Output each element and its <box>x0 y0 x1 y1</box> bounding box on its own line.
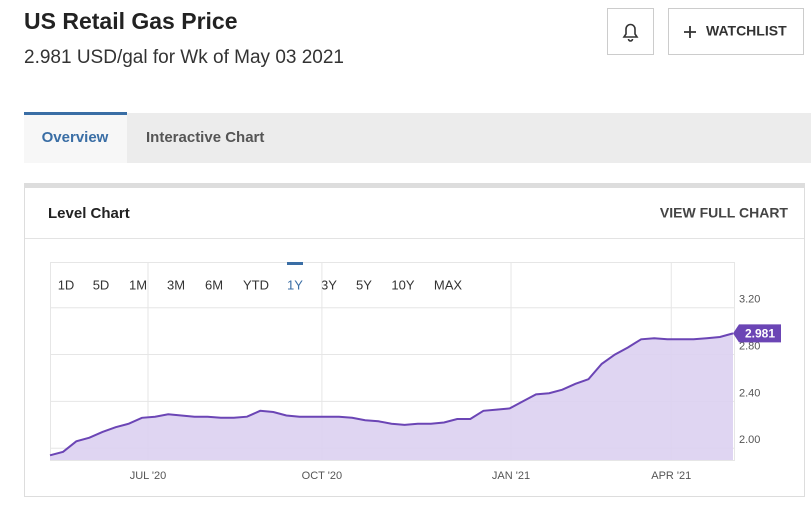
y-tick-label: 2.40 <box>739 387 760 399</box>
range-button[interactable]: 1D <box>58 277 75 292</box>
card-title: Level Chart <box>48 205 130 222</box>
plus-icon <box>684 26 696 38</box>
plot: 2.00 2.40 2.80 3.20 JUL '20 OCT '20 JAN '21 APR… <box>49 262 781 482</box>
tab-label[interactable]: Interactive Chart <box>146 129 264 146</box>
range-button[interactable]: 3Y <box>321 277 337 292</box>
view-full-chart-link[interactable]: VIEW FULL CHART <box>660 205 789 221</box>
range-button[interactable]: 3M <box>167 277 185 292</box>
y-tick-label: 3.20 <box>739 294 760 306</box>
alert-button[interactable] <box>607 8 654 55</box>
range-active-indicator <box>287 262 303 265</box>
range-button[interactable]: 5D <box>93 277 110 292</box>
x-tick-label: JUL '20 <box>130 470 167 482</box>
range-button[interactable]: MAX <box>434 277 463 292</box>
page-subtitle: 2.981 USD/gal for Wk of May 03 2021 <box>24 47 344 68</box>
card-top-border <box>24 183 805 188</box>
x-tick-label: JAN '21 <box>492 470 530 482</box>
range-button[interactable]: YTD <box>243 277 269 292</box>
plot-frame <box>50 262 735 461</box>
tab-bar <box>24 113 811 163</box>
bell-icon <box>622 23 639 42</box>
last-value-flag <box>733 324 781 343</box>
tab-indicator <box>24 112 127 115</box>
y-tick-label: 2.00 <box>739 434 760 446</box>
range-button[interactable]: 1Y <box>287 277 303 292</box>
y-tick-label: 2.80 <box>739 340 760 352</box>
tab-label: Overview <box>42 129 109 146</box>
overview-tab[interactable]: Overview <box>24 112 127 163</box>
range-button[interactable]: 6M <box>205 277 223 292</box>
range-button[interactable]: 5Y <box>356 277 372 292</box>
range-button[interactable]: 10Y <box>391 277 414 292</box>
watchlist-label: WATCHLIST <box>706 23 787 39</box>
tab-background <box>24 113 127 163</box>
alert-button-frame <box>607 8 654 55</box>
area-fill <box>50 333 733 460</box>
page-title: US Retail Gas Price <box>24 8 238 34</box>
x-tick-label: OCT '20 <box>302 470 342 482</box>
price-line <box>49 332 734 457</box>
last-value-label: 2.981 <box>745 327 775 341</box>
range-selector: 1D 5D 1M 3M 6M YTD 1Y 3Y 5Y 10Y MAX <box>58 262 463 292</box>
x-tick-label: APR '21 <box>651 470 691 482</box>
range-button[interactable]: 1M <box>129 277 147 292</box>
watchlist-button[interactable]: WATCHLIST <box>668 8 804 55</box>
